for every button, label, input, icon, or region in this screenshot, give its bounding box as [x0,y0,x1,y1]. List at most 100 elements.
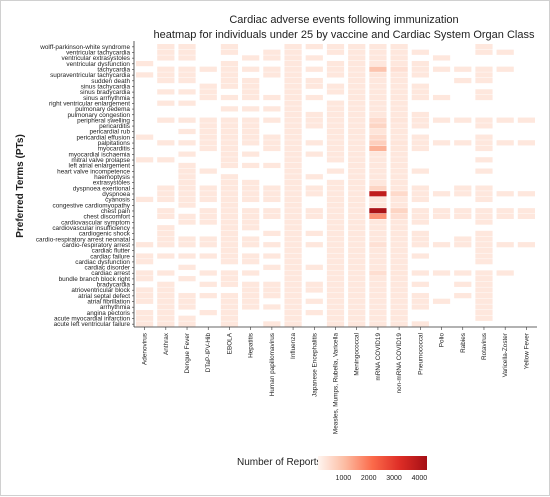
heatmap-cell [136,287,154,293]
heatmap-cell [475,134,493,140]
heatmap-cell [178,219,196,225]
legend-tick-label: 4000 [412,475,428,482]
y-tick-label: dyspnoea [102,191,130,198]
heatmap-cell [178,174,196,180]
heatmap-cell [242,162,260,169]
heatmap-cell [390,242,408,248]
heatmap-cell [284,191,302,197]
heatmap-cell [369,94,387,101]
heatmap-cell [220,157,239,163]
x-tick-label: Rotavirus [481,333,488,360]
heatmap-cell [220,315,239,321]
heatmap-cell [517,117,535,123]
heatmap-cell [411,145,429,152]
y-tick-label: left atrial enlargement [69,163,131,170]
heatmap-cell [220,310,239,316]
heatmap-cell [326,259,345,265]
legend-colorbar [318,456,427,470]
heatmap-cell [369,264,387,270]
heatmap-cell [305,83,323,89]
heatmap-cell [454,117,472,123]
heatmap-cell [199,196,217,203]
heatmap-cell [475,145,493,152]
y-tick-label: arrhythmia [100,304,131,311]
heatmap-cell [369,117,387,123]
heatmap-cell [220,60,239,67]
heatmap-cell [390,151,408,157]
heatmap-cell [326,117,345,123]
y-tick-label: atrial septal defect [78,293,130,300]
heatmap-cell [369,202,387,208]
heatmap-cell [305,66,323,72]
heatmap-cell [136,157,154,163]
heatmap-cell [178,72,196,78]
heatmap-cell [242,106,260,112]
heatmap-cell [348,219,366,225]
heatmap-cell [348,72,366,78]
heatmap-cell [454,191,472,197]
heatmap-cell [390,83,408,89]
x-tick-label: Hepatitis [248,333,255,358]
heatmap-cell [242,225,260,231]
heatmap-cell [178,196,196,203]
y-tick-label: cardiac dysfunction [75,259,130,266]
heatmap-cell [220,213,239,220]
heatmap-cell [475,247,493,253]
heatmap-cell [220,174,239,180]
heatmap-cell [326,310,345,316]
heatmap-cell [390,44,408,50]
heatmap-cell [242,236,260,242]
heatmap-cell [475,77,493,84]
heatmap-cell [348,134,366,140]
heatmap-cell [411,293,429,299]
heatmap-cell [199,83,217,89]
heatmap-cell [178,236,196,242]
heatmap-cell [390,72,408,78]
heatmap-cell [475,157,493,163]
heatmap-cell [220,94,239,101]
x-tick-label: DTaP-IPV-Hib [205,333,212,373]
heatmap-cell [496,66,514,72]
y-tick-label: sinus tachycardia [81,83,131,90]
heatmap-cell [390,202,408,208]
heatmap-cell [305,174,323,180]
heatmap-cell [432,270,451,276]
heatmap-cell [326,287,345,293]
heatmap-cell [284,66,302,72]
heatmap-cell [178,202,196,208]
heatmap-cell [369,55,387,61]
heatmap-cells [136,44,535,327]
heatmap-cell [242,259,260,265]
heatmap-cell [496,270,514,276]
heatmap-cell [263,321,281,327]
y-tick-label: ventricular tachycardia [66,49,130,56]
heatmap-cell [369,128,387,135]
heatmap-cell [136,253,154,259]
heatmap-cell [390,208,408,214]
heatmap-cell [199,310,217,316]
x-tick-label: Human papillomavirus [269,333,276,396]
y-tick-label: sinus arrhythmia [83,95,130,102]
x-axis-ticks: Adenovirus Anthrax Dengue Fever DTaP-IPV-Hi… [142,327,530,434]
heatmap-cell [369,242,387,248]
heatmap-cell [178,49,196,55]
heatmap-cell [157,270,175,276]
heatmap-cell [454,293,472,299]
heatmap-cell [475,168,493,174]
y-tick-label: palpitations [98,140,130,147]
heatmap-cell [305,213,323,220]
heatmap-cell [432,140,451,146]
heatmap-cell [496,242,514,248]
heatmap-cell [369,293,387,299]
heatmap-cell [348,276,366,282]
heatmap-cell [454,236,472,242]
heatmap-cell [326,304,345,310]
heatmap-cell [199,128,217,135]
heatmap-cell [517,242,535,248]
heatmap-cell [326,202,345,208]
heatmap-cell [411,191,429,197]
heatmap-cell [411,134,429,140]
heatmap-cell [178,89,196,95]
heatmap-cell [390,123,408,129]
heatmap-cell [432,191,451,197]
